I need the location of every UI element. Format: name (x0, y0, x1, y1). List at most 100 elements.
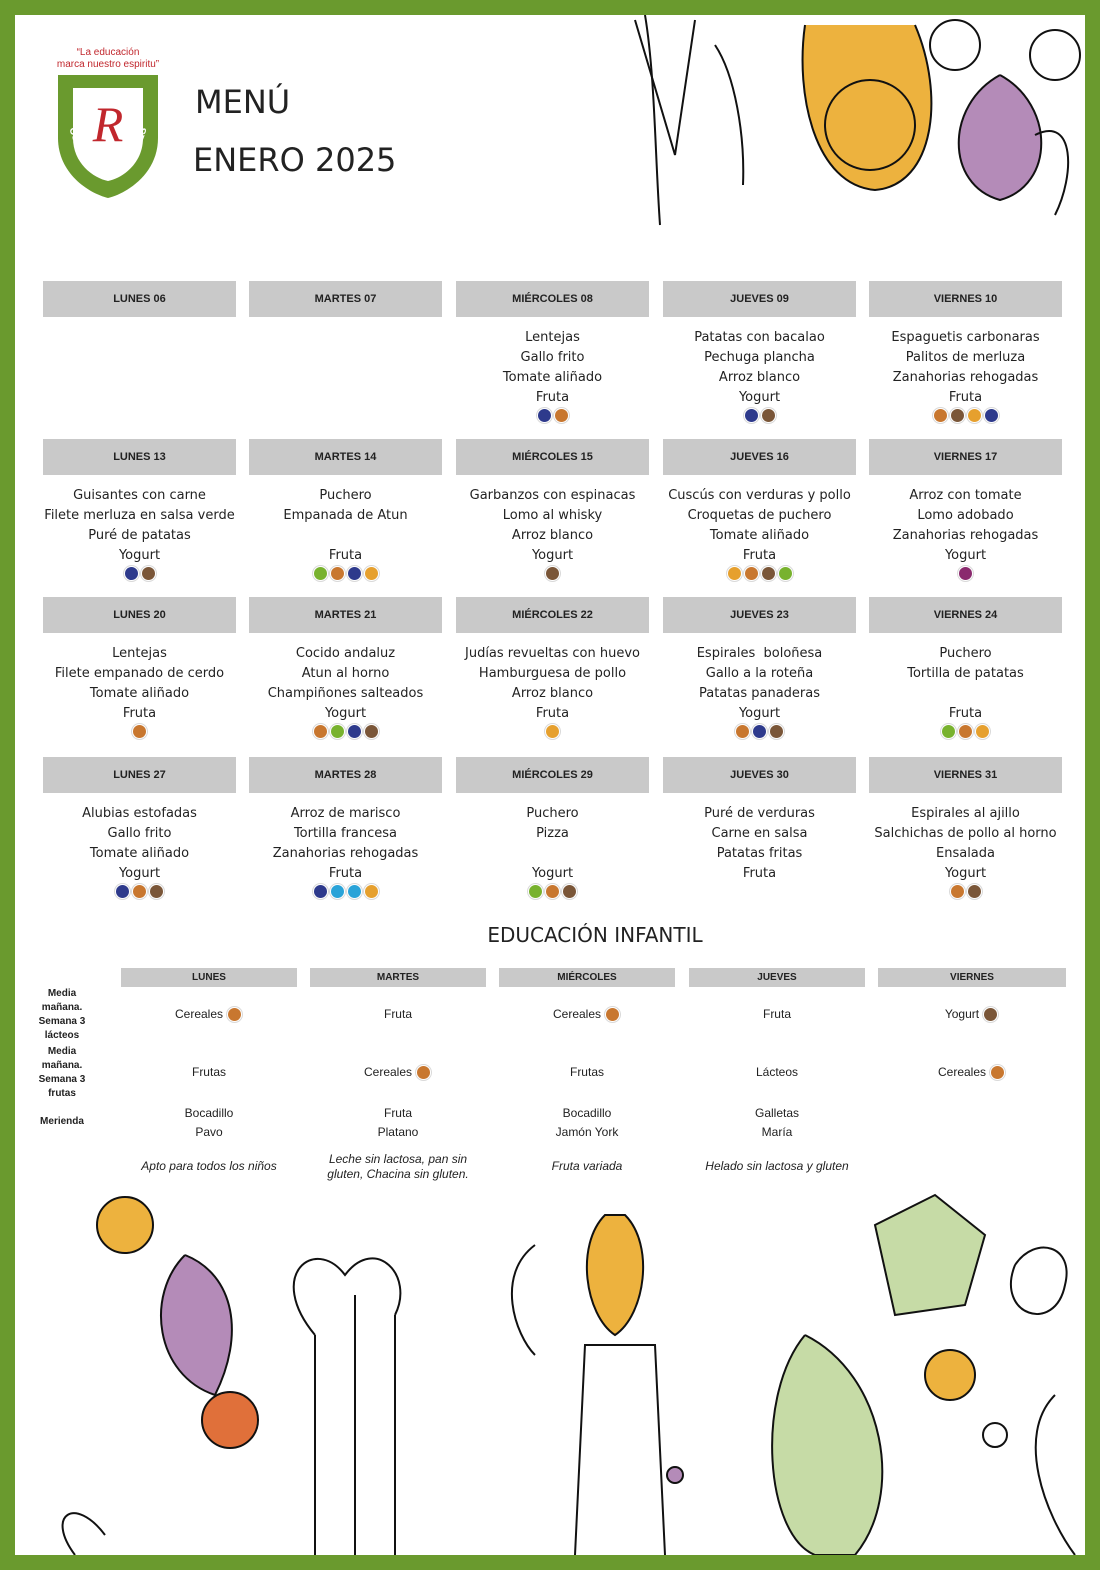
cell: Frutas (499, 1063, 675, 1082)
dish: Patatas con bacalao (694, 330, 825, 345)
row-label: Media mañana. Semana 3 frutas (38, 1046, 86, 1099)
day-header: MARTES 07 (249, 281, 442, 317)
day-header: MIÉRCOLES 29 (456, 757, 649, 793)
dish: Gallo frito (107, 826, 172, 841)
allergen-icon (735, 724, 750, 739)
allergen-icon (227, 1007, 243, 1023)
day-header: LUNES 20 (43, 597, 236, 633)
cell: Lácteos (689, 1063, 865, 1082)
day-header: MIÉRCOLES 22 (456, 597, 649, 633)
dish: Arroz blanco (511, 686, 594, 701)
allergen-icons (869, 724, 1062, 739)
dish: Filete merluza en salsa verde (44, 508, 235, 523)
day-header: VIERNES 24 (869, 597, 1062, 633)
allergen-icon (958, 724, 973, 739)
dish: Palitos de merluza (905, 350, 1026, 365)
dessert: Fruta (535, 390, 570, 405)
dessert: Yogurt (324, 706, 367, 721)
day-header: VIERNES 17 (869, 439, 1062, 475)
allergen-icon (562, 884, 577, 899)
dish: Filete empanado de cerdo (54, 666, 225, 681)
day-header: LUNES 27 (43, 757, 236, 793)
motto: “La educación (77, 47, 140, 58)
note: Fruta variada (551, 1159, 623, 1173)
column-header: MIÉRCOLES (499, 968, 675, 987)
allergen-icon (329, 884, 345, 899)
cell-text: Bocadillo (562, 1106, 612, 1120)
dish: Arroz de marisco (290, 806, 401, 821)
day-header: MIÉRCOLES 08 (456, 281, 649, 317)
allergen-icons (663, 566, 856, 581)
cell-text: Platano (377, 1125, 419, 1139)
dessert: Yogurt (738, 390, 781, 405)
allergen-icon (553, 408, 569, 423)
cell-text: Cereales (878, 1063, 1066, 1082)
day-header: MARTES 14 (249, 439, 442, 475)
allergen-icon (346, 566, 362, 581)
motto: marca nuestro espiritu” (57, 59, 159, 70)
dessert: Yogurt (118, 866, 161, 881)
allergen-icon (743, 566, 759, 581)
allergen-icon (312, 566, 328, 581)
column-header: JUEVES (689, 968, 865, 987)
dish: Lentejas (525, 330, 580, 345)
cell: Fruta (310, 1005, 486, 1024)
dessert: Fruta (948, 390, 983, 405)
dessert: Yogurt (944, 548, 987, 563)
dish: Lomo al whisky (502, 508, 603, 523)
allergen-icon (312, 884, 328, 899)
allergen-icon (149, 884, 164, 899)
dish: Cuscús con verduras y pollo (668, 488, 851, 503)
dessert: Yogurt (944, 866, 987, 881)
cell: Frutas (121, 1063, 297, 1082)
dish: Alubias estofadas (82, 806, 197, 821)
allergen-icon (949, 884, 965, 899)
day-header: MARTES 28 (249, 757, 442, 793)
dessert: Fruta (328, 548, 363, 563)
dish: Gallo a la roteña (705, 666, 814, 681)
allergen-icon (605, 1007, 621, 1023)
cell-text: María (761, 1125, 793, 1139)
allergen-icon (990, 1065, 1006, 1081)
allergen-icon (346, 724, 362, 739)
dish: Arroz blanco (511, 528, 594, 543)
allergen-icon (363, 724, 379, 739)
cell-text: Galletas (754, 1106, 800, 1120)
allergen-icon (346, 884, 362, 899)
dish: Tortilla francesa (293, 826, 398, 841)
cell: Fruta (689, 1005, 865, 1024)
dish: Pizza (536, 826, 569, 841)
dish: Puchero (939, 646, 992, 661)
day-header: LUNES 13 (43, 439, 236, 475)
allergen-icon (966, 408, 982, 423)
allergen-icon (777, 566, 793, 581)
dish: Judías revueltas con huevo (465, 646, 640, 661)
day-header: LUNES 06 (43, 281, 236, 317)
cell-text: Fruta (383, 1106, 412, 1120)
dessert: Yogurt (531, 548, 574, 563)
dessert: Yogurt (738, 706, 781, 721)
dish: Carne en salsa (711, 826, 808, 841)
allergen-icons (663, 724, 856, 739)
allergen-icon (760, 566, 776, 581)
dish: Zanahorias rehogadas (892, 370, 1039, 385)
allergen-icons (663, 408, 856, 423)
dish: Hamburguesa de pollo (478, 666, 627, 681)
cell-text: Cereales (310, 1063, 486, 1082)
dessert: Yogurt (531, 866, 574, 881)
allergen-icon (140, 566, 156, 581)
allergen-icon (363, 566, 379, 581)
allergen-icon (545, 566, 560, 581)
dish: Cocido andaluz (295, 646, 396, 661)
allergen-icon (545, 884, 560, 899)
day-header: VIERNES 10 (869, 281, 1062, 317)
allergen-icons (43, 724, 236, 739)
dish: Arroz con tomate (909, 488, 1022, 503)
column-header: VIERNES (878, 968, 1066, 987)
allergen-icon (329, 724, 345, 739)
day-header: JUEVES 16 (663, 439, 856, 475)
dish: Tomate aliñado (502, 370, 603, 385)
allergen-icon (975, 724, 990, 739)
column-header: MARTES (310, 968, 486, 987)
allergen-icon (743, 408, 759, 423)
